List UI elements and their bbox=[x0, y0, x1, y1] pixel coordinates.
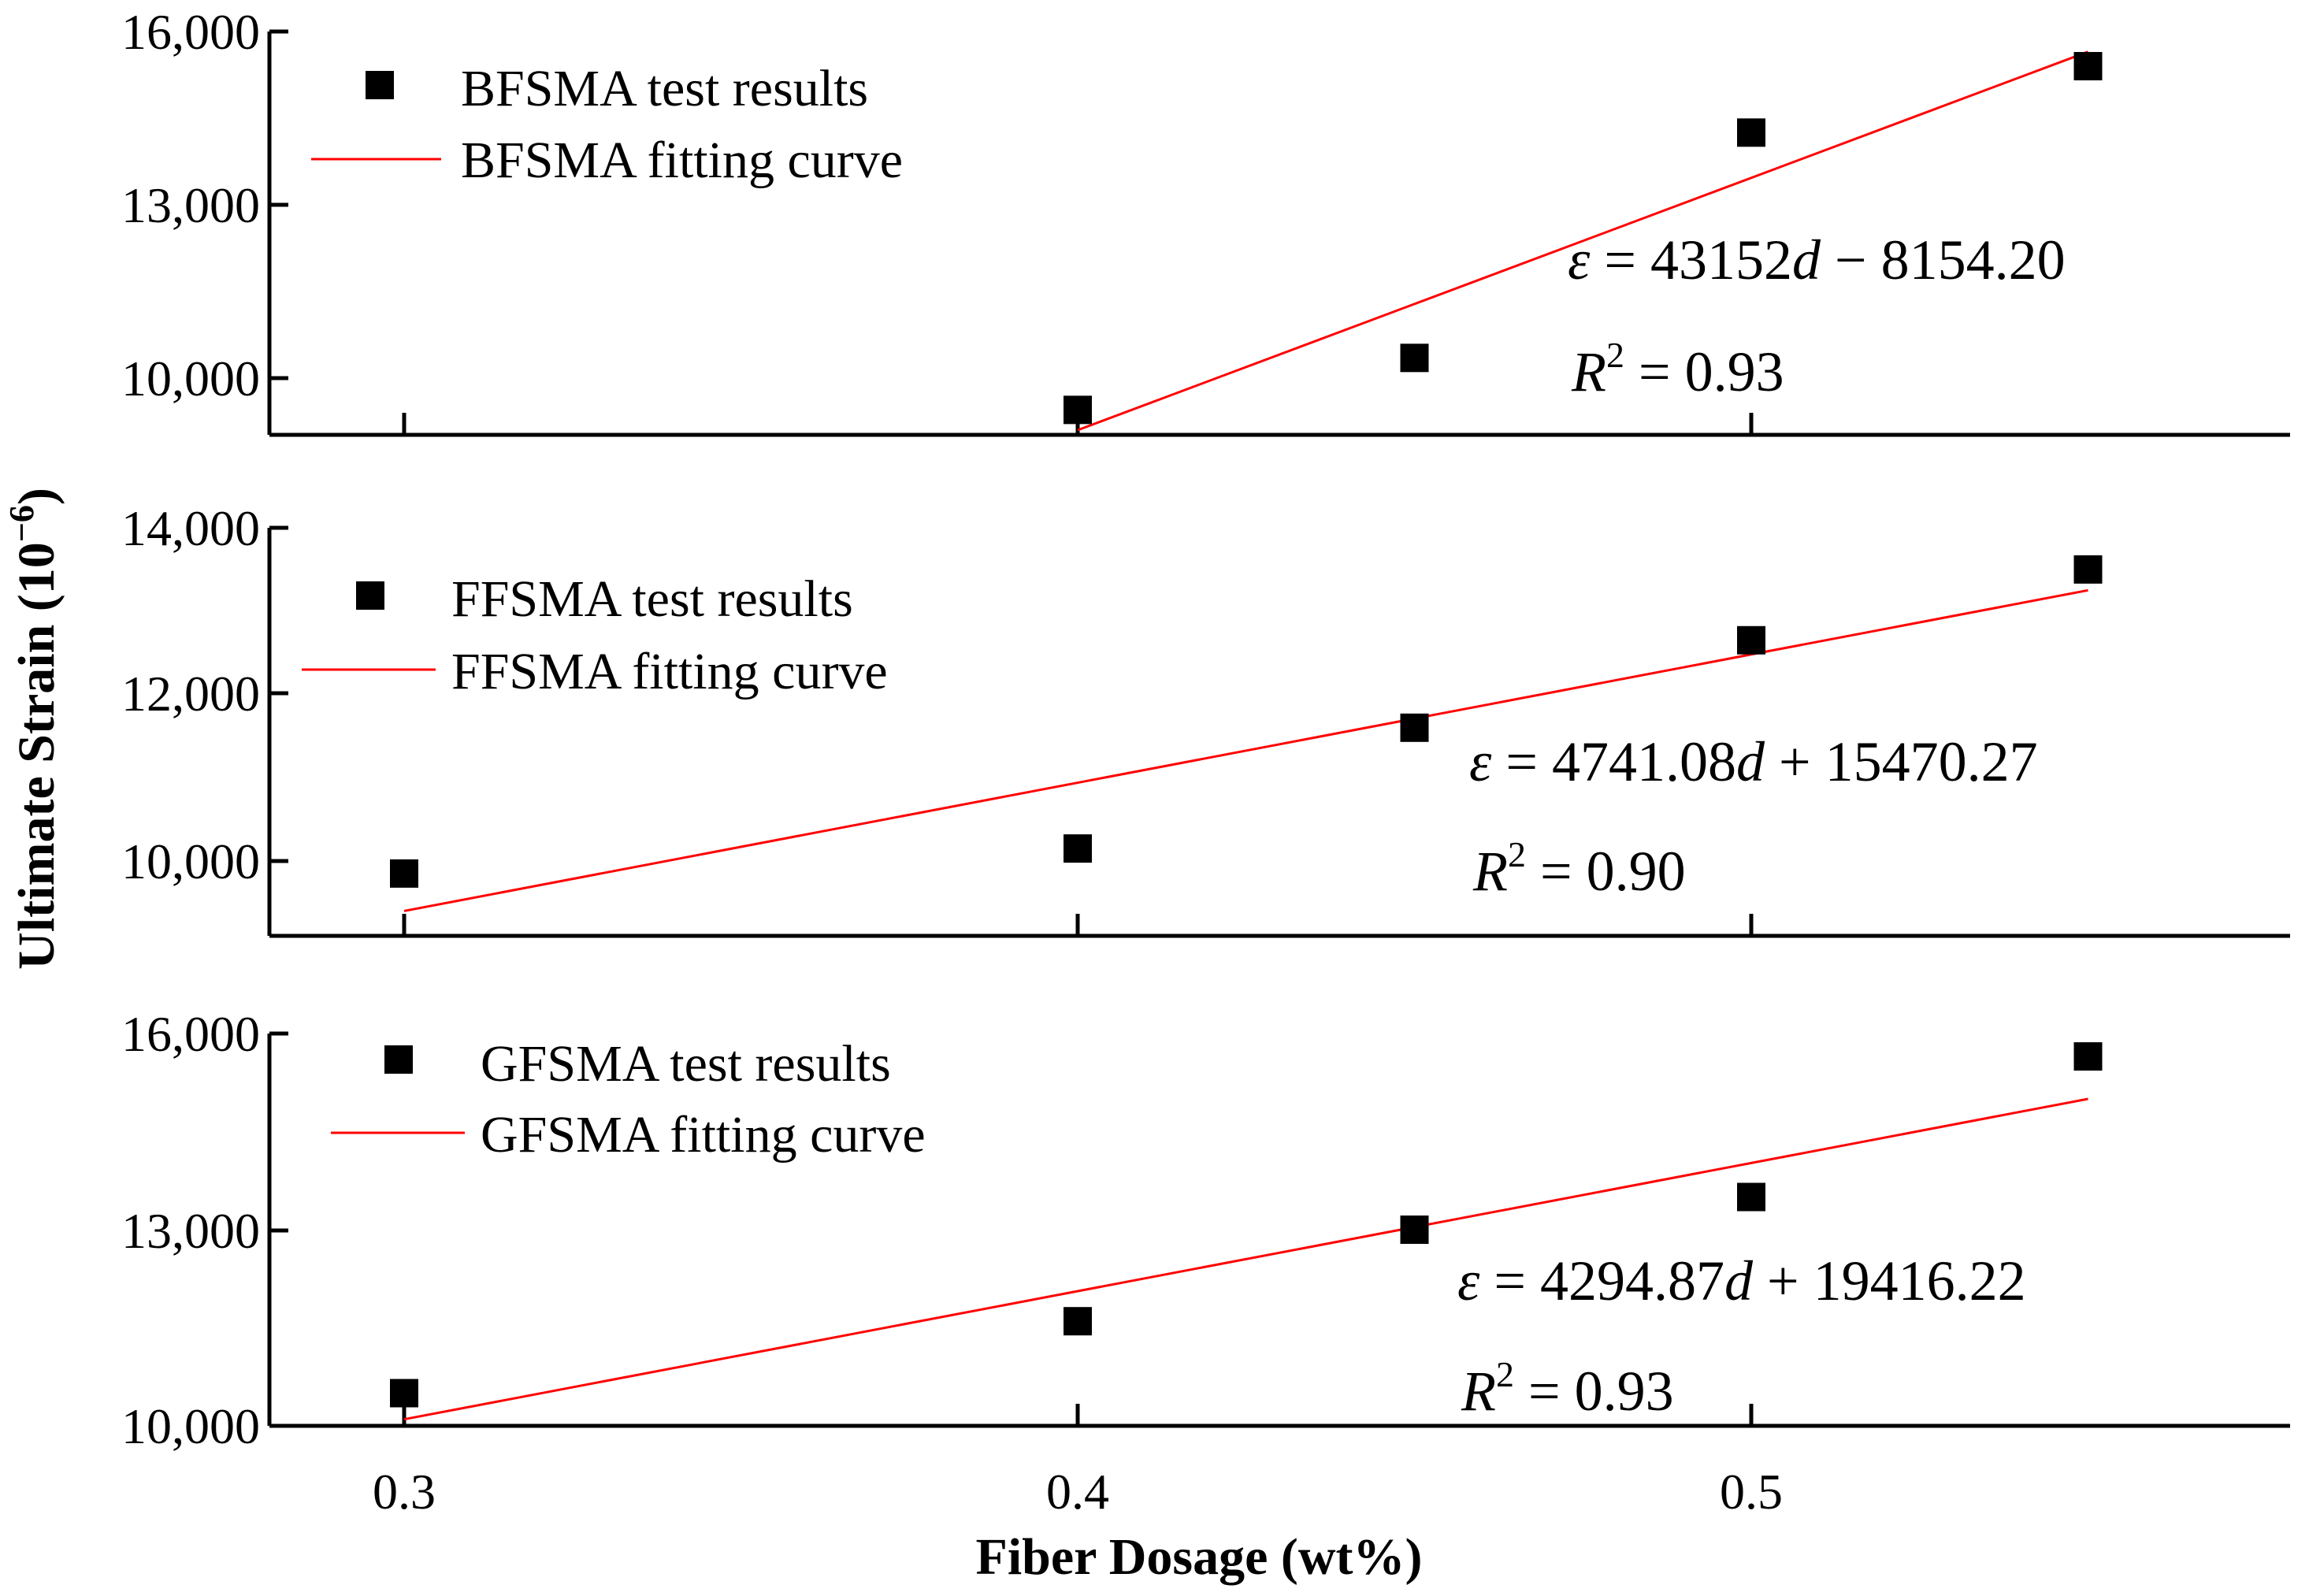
regression-equation: ε = 43152d − 8154.20 bbox=[1568, 228, 2066, 291]
y-tick-label: 12,000 bbox=[121, 666, 260, 722]
data-point bbox=[390, 859, 418, 888]
y-tick-label: 14,000 bbox=[121, 500, 260, 556]
y-tick-label: 13,000 bbox=[121, 1203, 260, 1259]
legend-label-fit: GFSMA fitting curve bbox=[481, 1106, 926, 1164]
x-axis-title: Fiber Dosage (wt%) bbox=[976, 1528, 1423, 1586]
data-point bbox=[1400, 713, 1429, 742]
fit-line-bfsma bbox=[1077, 50, 2089, 432]
data-point bbox=[1737, 1182, 1765, 1212]
regression-equation: ε = 4741.08d + 15470.27 bbox=[1469, 730, 2038, 793]
legend-label-fit: BFSMA fitting curve bbox=[461, 132, 903, 189]
y-tick-label: 16,000 bbox=[121, 1006, 260, 1062]
data-point bbox=[1400, 1216, 1429, 1244]
x-tick-label: 0.5 bbox=[1720, 1464, 1783, 1520]
data-point bbox=[390, 1379, 418, 1408]
r-squared: R2 = 0.90 bbox=[1472, 834, 1686, 903]
data-point bbox=[1064, 395, 1092, 425]
data-point bbox=[1737, 118, 1765, 147]
panel-ffsma: 10,000 12,000 14,000 FFSMA test results FFSM… bbox=[121, 500, 2290, 938]
fit-line-gfsma bbox=[403, 1097, 2088, 1421]
panel-bfsma: 10,000 13,000 16,000 BFSMA test results BFSM… bbox=[121, 4, 2290, 437]
data-point bbox=[2073, 1042, 2103, 1071]
data-point bbox=[2073, 52, 2103, 80]
data-point bbox=[1737, 625, 1765, 655]
panel-gfsma: 10,000 13,000 16,000 GFSMA test results GFSM… bbox=[121, 1006, 2290, 1454]
legend-label-test: FFSMA test results bbox=[451, 570, 853, 628]
legend-marker bbox=[356, 581, 384, 610]
legend-label-fit: FFSMA fitting curve bbox=[451, 643, 888, 700]
data-point bbox=[2073, 555, 2103, 584]
data-point bbox=[1400, 343, 1429, 373]
r-squared: R2 = 0.93 bbox=[1571, 335, 1784, 403]
data-point bbox=[1064, 834, 1092, 863]
r-squared: R2 = 0.93 bbox=[1461, 1354, 1674, 1423]
regression-equation: ε = 4294.87d + 19416.22 bbox=[1457, 1249, 2026, 1312]
legend-label-test: GFSMA test results bbox=[481, 1035, 891, 1093]
fit-line-ffsma bbox=[403, 588, 2088, 912]
x-tick-label: 0.4 bbox=[1046, 1464, 1109, 1520]
legend-marker bbox=[366, 71, 394, 99]
y-axis-title: Ultimate Strain (10−6) bbox=[2, 488, 65, 970]
y-tick-label: 10,000 bbox=[121, 833, 260, 889]
y-tick-label: 10,000 bbox=[121, 1398, 260, 1454]
y-tick-label: 13,000 bbox=[121, 177, 260, 233]
x-tick-label: 0.3 bbox=[373, 1464, 436, 1520]
data-point bbox=[1064, 1307, 1092, 1336]
y-tick-label: 10,000 bbox=[121, 351, 260, 406]
legend-label-test: BFSMA test results bbox=[461, 60, 868, 117]
y-tick-label: 16,000 bbox=[121, 4, 260, 60]
legend-marker bbox=[384, 1045, 413, 1074]
